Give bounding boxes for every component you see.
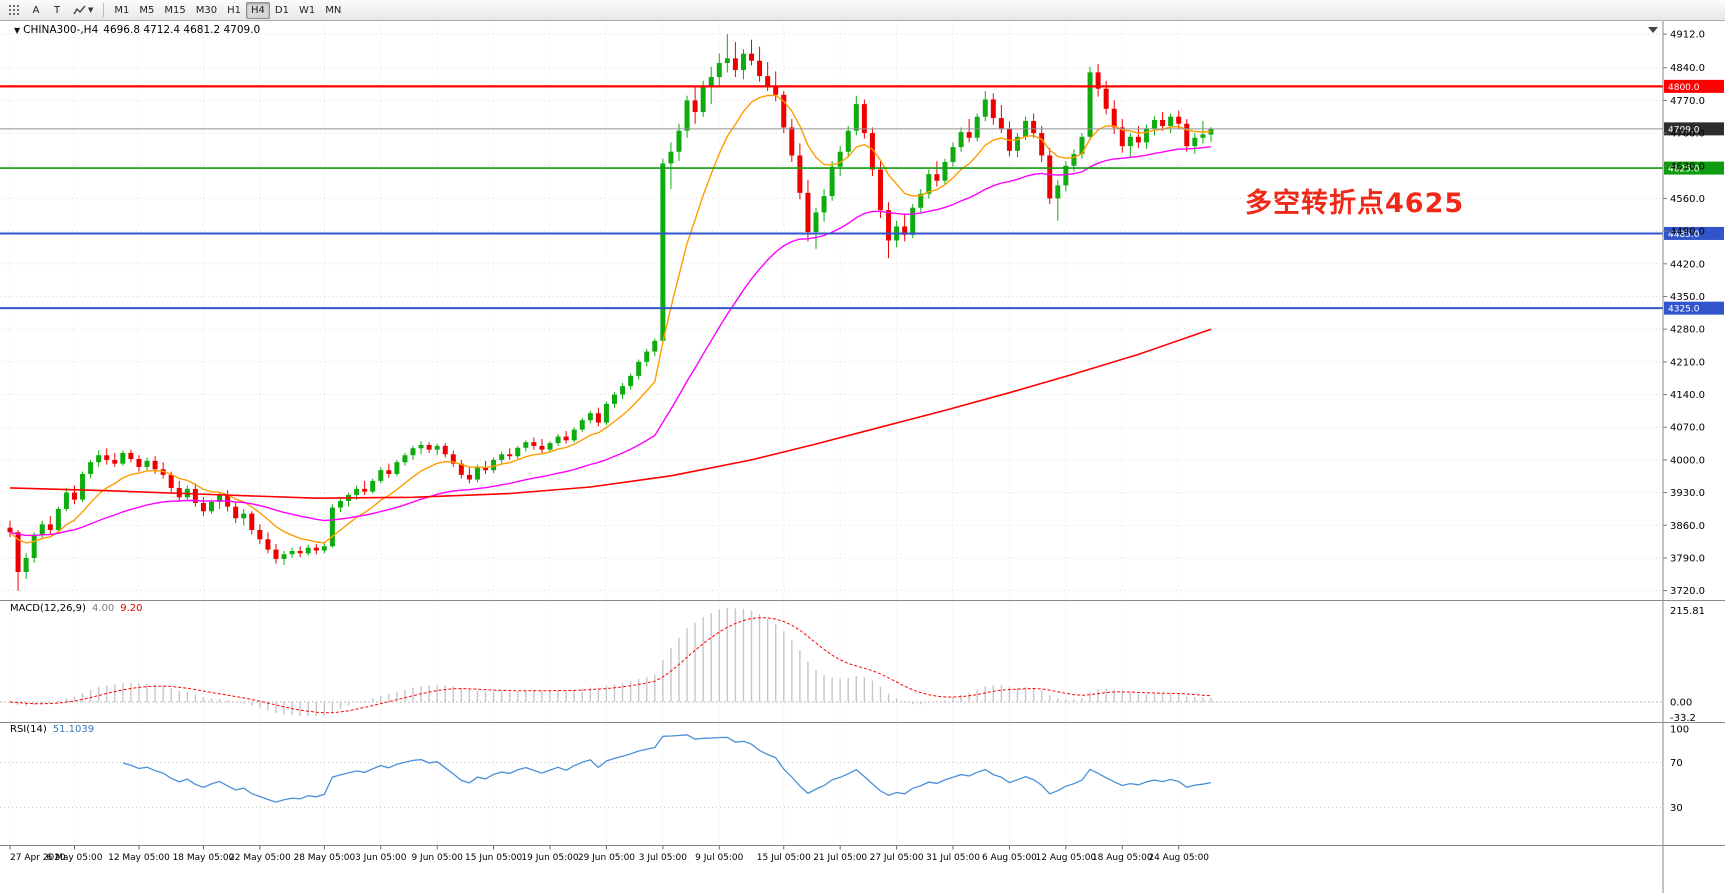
svg-text:24 Aug 05:00: 24 Aug 05:00 (1148, 853, 1209, 863)
svg-text:4350.0: 4350.0 (1670, 292, 1705, 303)
ma-slow (9, 146, 1212, 537)
svg-text:31 Jul 05:00: 31 Jul 05:00 (926, 853, 980, 863)
svg-text:4210.0: 4210.0 (1670, 357, 1705, 368)
svg-text:19 Jun 05:00: 19 Jun 05:00 (521, 853, 578, 863)
toolbar-separator (103, 3, 105, 17)
timeframe-w1[interactable]: W1 (298, 4, 316, 16)
timeframe-m5[interactable]: M5 (139, 4, 155, 16)
trend-line (9, 328, 1212, 500)
svg-text:18 May 05:00: 18 May 05:00 (173, 853, 235, 863)
timeframe-mn[interactable]: MN (325, 4, 342, 16)
candlestick-series (7, 34, 1214, 591)
svg-text:4800.0: 4800.0 (1668, 83, 1700, 93)
svg-text:3720.0: 3720.0 (1670, 586, 1705, 597)
svg-text:4420.0: 4420.0 (1670, 259, 1705, 270)
svg-text:6 May 05:00: 6 May 05:00 (46, 853, 102, 863)
timeframe-m15[interactable]: M15 (164, 4, 186, 16)
svg-text:6 Aug 05:00: 6 Aug 05:00 (982, 853, 1037, 863)
svg-text:3860.0: 3860.0 (1670, 521, 1705, 532)
moving-averages (9, 94, 1212, 544)
svg-text:28 May 05:00: 28 May 05:00 (293, 853, 355, 863)
price-badge (1664, 161, 1724, 175)
rsi-panel[interactable]: 100 70 30 (0, 725, 1689, 814)
scale-marker-icon (1648, 27, 1658, 33)
pointer-tool-label: A (32, 4, 40, 16)
svg-text:0.00: 0.00 (1670, 697, 1692, 708)
svg-text:215.81: 215.81 (1670, 606, 1705, 617)
svg-text:12 May 05:00: 12 May 05:00 (108, 853, 170, 863)
svg-text:4140.0: 4140.0 (1670, 390, 1705, 401)
svg-text:4700.0: 4700.0 (1670, 129, 1705, 140)
svg-text:3790.0: 3790.0 (1670, 553, 1705, 564)
price-badge (1664, 226, 1724, 240)
polyline-tool-button[interactable]: ▼ (68, 2, 98, 19)
svg-text:4485.0: 4485.0 (1668, 230, 1700, 240)
timeframe-m30[interactable]: M30 (195, 4, 218, 16)
svg-text:4770.0: 4770.0 (1670, 96, 1705, 107)
svg-text:4280.0: 4280.0 (1670, 325, 1705, 336)
svg-text:4625.0: 4625.0 (1668, 165, 1700, 175)
svg-text:3 Jul 05:00: 3 Jul 05:00 (639, 853, 688, 863)
panel-separators[interactable] (0, 21, 1725, 893)
pointer-tool-button[interactable]: A (26, 2, 46, 19)
svg-text:12 Aug 05:00: 12 Aug 05:00 (1036, 853, 1097, 863)
macd-signal-line (9, 617, 1211, 714)
svg-text:4709.0: 4709.0 (1668, 125, 1700, 135)
svg-text:4325.0: 4325.0 (1668, 305, 1700, 315)
svg-text:3930.0: 3930.0 (1670, 488, 1705, 499)
svg-text:4840.0: 4840.0 (1670, 63, 1705, 74)
svg-text:4000.0: 4000.0 (1670, 455, 1705, 466)
timeframe-h1[interactable]: H1 (227, 4, 241, 16)
dropdown-caret-icon: ▼ (88, 6, 94, 14)
grid (0, 21, 1663, 846)
price-badge (1664, 122, 1724, 136)
zigzag-icon (73, 5, 86, 14)
svg-text:21 Jul 05:00: 21 Jul 05:00 (813, 853, 867, 863)
chart-canvas[interactable]: 4800.0 4709.0 4625.0 4485.0 4325.0 4912.0 4840… (0, 21, 1725, 893)
svg-text:15 Jun 05:00: 15 Jun 05:00 (465, 853, 522, 863)
svg-text:18 Aug 05:00: 18 Aug 05:00 (1092, 853, 1153, 863)
svg-text:30: 30 (1670, 803, 1683, 814)
timeframe-d1[interactable]: D1 (274, 4, 289, 16)
ma-fast (9, 94, 1211, 544)
svg-text:4912.0: 4912.0 (1670, 30, 1705, 41)
svg-text:9 Jul 05:00: 9 Jul 05:00 (695, 853, 744, 863)
svg-text:100: 100 (1670, 725, 1689, 736)
grid-handle-icon (9, 4, 19, 15)
svg-text:3 Jun 05:00: 3 Jun 05:00 (355, 853, 407, 863)
svg-text:-33.2: -33.2 (1670, 713, 1696, 724)
timeframe-h4[interactable]: H4 (246, 1, 270, 19)
text-tool-label: T (53, 4, 61, 16)
svg-text:4490.0: 4490.0 (1670, 227, 1705, 238)
svg-text:15 Jul 05:00: 15 Jul 05:00 (757, 853, 811, 863)
svg-text:4630.0: 4630.0 (1670, 161, 1705, 172)
rsi-line (122, 734, 1212, 803)
price-axis[interactable]: 4912.0 4840.0 4770.0 4700.0 4630.0 4560.0 4490… (1648, 27, 1705, 597)
price-levels[interactable]: 4800.0 4709.0 4625.0 4485.0 4325.0 (0, 79, 1724, 315)
timeframe-m1[interactable]: M1 (114, 4, 130, 16)
svg-text:29 Jun 05:00: 29 Jun 05:00 (578, 853, 635, 863)
timeframe-group: M1 M5 M15 M30 H1 H4 D1 W1 MN (109, 1, 346, 19)
svg-text:4070.0: 4070.0 (1670, 423, 1705, 434)
svg-text:9 Jun 05:00: 9 Jun 05:00 (411, 853, 463, 863)
svg-text:22 May 05:00: 22 May 05:00 (229, 853, 291, 863)
macd-panel[interactable]: 215.81 0.00 -33.2 (0, 606, 1705, 724)
price-badge (1664, 301, 1724, 315)
svg-text:4560.0: 4560.0 (1670, 194, 1705, 205)
svg-text:27 Jul 05:00: 27 Jul 05:00 (870, 853, 924, 863)
svg-text:70: 70 (1670, 758, 1683, 769)
chart-drag-handle[interactable] (4, 2, 25, 19)
text-tool-button[interactable]: T (47, 2, 67, 19)
svg-text:27 Apr 2020: 27 Apr 2020 (10, 853, 66, 863)
price-badge (1664, 79, 1724, 93)
toolbar: A T ▼ M1 M5 M15 M30 H1 H4 D1 W1 MN (0, 0, 1725, 21)
